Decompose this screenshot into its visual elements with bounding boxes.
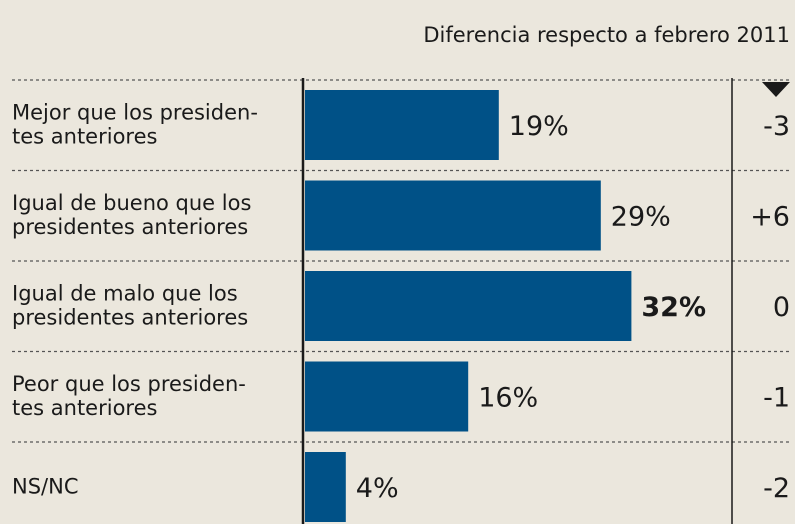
category-label: presidentes anteriores <box>12 215 248 239</box>
column-title: Diferencia respecto a febrero 2011 <box>423 23 790 47</box>
value-label: 4% <box>356 473 399 504</box>
category-label: Igual de malo que los <box>12 281 238 305</box>
category-label: Peor que los presiden- <box>12 372 246 396</box>
triangle-icon <box>762 82 790 97</box>
difference-label: -2 <box>763 473 790 504</box>
bar <box>305 90 499 160</box>
bar <box>305 361 469 432</box>
bar <box>305 180 601 251</box>
value-label: 16% <box>478 382 538 413</box>
category-label: presidentes anteriores <box>12 305 248 329</box>
bar <box>305 452 346 522</box>
category-label: tes anteriores <box>12 396 157 420</box>
difference-label: 0 <box>773 292 790 323</box>
value-label: 19% <box>509 111 569 142</box>
category-label: tes anteriores <box>12 124 157 148</box>
category-label: Igual de bueno que los <box>12 191 251 215</box>
value-label: 32% <box>641 292 706 323</box>
bar <box>305 271 632 341</box>
category-label: Mejor que los presiden- <box>12 100 258 124</box>
difference-label: -1 <box>763 382 790 413</box>
value-label: 29% <box>611 201 671 232</box>
difference-label: +6 <box>750 201 790 232</box>
category-label: NS/NC <box>12 474 79 498</box>
difference-label: -3 <box>763 111 790 142</box>
